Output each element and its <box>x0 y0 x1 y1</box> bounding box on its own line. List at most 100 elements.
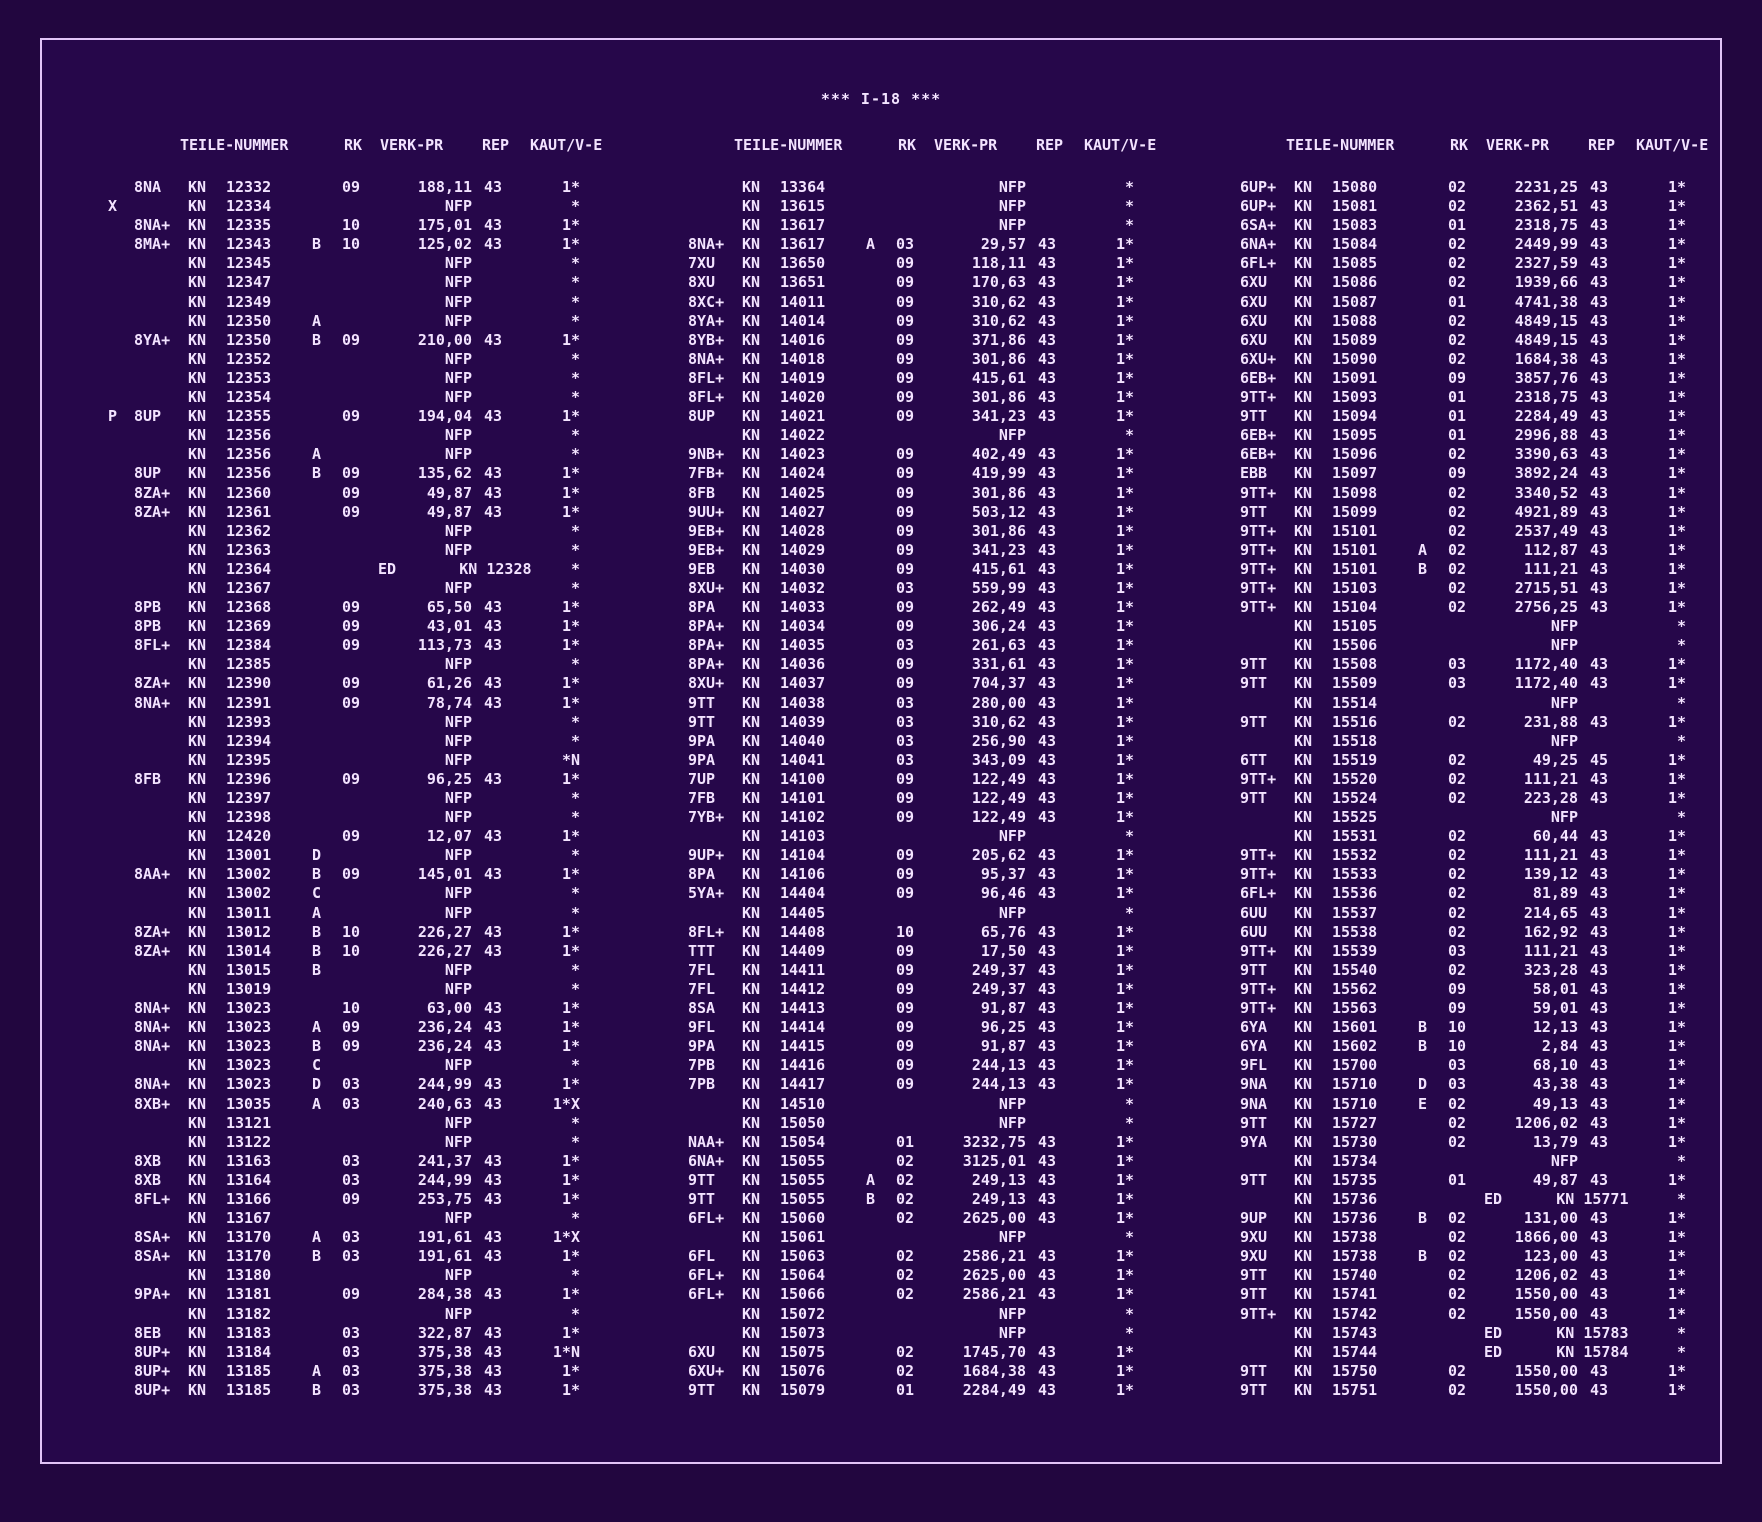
kaut-value: 1* <box>1667 311 1686 330</box>
table-row: 8XB KN 13164 03 244,99 43 1* <box>64 1171 596 1190</box>
rep-value: 43 <box>1590 712 1609 731</box>
sale-price: 205,62 <box>971 846 1026 865</box>
model-prefix: 8FL+ <box>134 636 171 655</box>
sale-price: NFP <box>444 254 472 273</box>
part-number: 12350 <box>226 311 272 330</box>
part-number: 15539 <box>1332 941 1378 960</box>
rk-value: 03 <box>896 235 915 254</box>
rk-value: 09 <box>342 636 361 655</box>
kaut-value: 1* <box>561 827 580 846</box>
part-number: 13023 <box>226 999 272 1018</box>
table-row: 9TT+ KN 15532 02 111,21 43 1* <box>1170 846 1702 865</box>
rk-value: 02 <box>896 1189 915 1208</box>
sale-price: 2327,59 <box>1514 254 1578 273</box>
model-prefix: 6FL+ <box>688 1285 725 1304</box>
sale-price: 12,13 <box>1532 1018 1578 1037</box>
part-number: 12395 <box>226 750 272 769</box>
kaut-value: *N <box>561 750 580 769</box>
model-prefix: 9XU <box>1240 1228 1268 1247</box>
part-number: 12397 <box>226 789 272 807</box>
part-number: 15540 <box>1332 960 1378 979</box>
sale-price: 96,46 <box>980 884 1026 903</box>
sale-price: 371,86 <box>971 330 1026 349</box>
rk-value: 02 <box>1448 827 1467 846</box>
kaut-value: 1* <box>1115 330 1134 349</box>
model-prefix: 9TT+ <box>1240 999 1277 1018</box>
table-row: KN 12350 A NFP * <box>64 312 596 331</box>
sale-price: NFP <box>444 884 472 903</box>
part-number: 15090 <box>1332 349 1378 368</box>
sale-price: 244,13 <box>971 1075 1026 1094</box>
table-row: KN 15514 NFP * <box>1170 694 1702 713</box>
sale-price: 1550,00 <box>1514 1361 1578 1380</box>
table-row: 8NA+ KN 13617 A 03 29,57 43 1* <box>618 235 1150 254</box>
table-row: 6UU KN 15537 02 214,65 43 1* <box>1170 904 1702 923</box>
rk-value: 01 <box>1448 1170 1467 1189</box>
part-kn: KN <box>188 999 207 1018</box>
table-row: 9TT KN 15055 B 02 249,13 43 1* <box>618 1190 1150 1209</box>
sale-price: 2,84 <box>1541 1037 1578 1056</box>
part-number: 15101 <box>1332 540 1378 559</box>
part-kn: KN <box>742 483 761 502</box>
sale-price: 301,86 <box>971 483 1026 502</box>
table-row: 9TT KN 15524 02 223,28 43 1* <box>1170 789 1702 808</box>
rk-value: 03 <box>896 578 915 597</box>
model-prefix: 8SA+ <box>134 1247 171 1266</box>
part-kn: KN <box>742 903 761 922</box>
sale-price: 29,57 <box>980 235 1026 254</box>
rep-value: 43 <box>1590 865 1609 884</box>
sale-price: 256,90 <box>971 731 1026 750</box>
table-row: KN 13001 D NFP * <box>64 846 596 865</box>
part-suffix: A <box>312 311 322 330</box>
rep-value: 43 <box>484 1380 503 1399</box>
table-row: 9TT KN 14039 03 310,62 43 1* <box>618 713 1150 732</box>
table-row: 9FL KN 15700 03 68,10 43 1* <box>1170 1056 1702 1075</box>
replacement-ref: ED KN 15783 <box>1484 1323 1629 1342</box>
kaut-value: 1* <box>1667 903 1686 922</box>
model-prefix: 9TT+ <box>1240 941 1277 960</box>
part-suffix: B <box>1418 559 1428 578</box>
part-kn: KN <box>742 922 761 941</box>
table-row: KN 12420 09 12,07 43 1* <box>64 827 596 846</box>
table-row: KN 15525 NFP * <box>1170 808 1702 827</box>
table-row: 8ZA+ KN 12390 09 61,26 43 1* <box>64 674 596 693</box>
model-prefix: 9PA <box>688 750 716 769</box>
table-row: 8SA KN 14413 09 91,87 43 1* <box>618 999 1150 1018</box>
sale-price: 2318,75 <box>1514 216 1578 235</box>
rep-value: 43 <box>1590 368 1609 387</box>
table-row: KN 15050 NFP * <box>618 1114 1150 1133</box>
kaut-value: 1* <box>1115 1285 1134 1304</box>
sale-price: 188,11 <box>417 178 472 196</box>
table-row: KN 12397 NFP * <box>64 789 596 808</box>
rk-value: 10 <box>1448 1018 1467 1037</box>
rk-value: 09 <box>342 483 361 502</box>
table-row: 9TT+ KN 15101 A 02 112,87 43 1* <box>1170 541 1702 560</box>
table-row: 9TT KN 15094 01 2284,49 43 1* <box>1170 407 1702 426</box>
table-row: 8ZA+ KN 12361 09 49,87 43 1* <box>64 503 596 522</box>
rep-value: 43 <box>1038 273 1057 292</box>
rk-value: 09 <box>896 617 915 636</box>
part-kn: KN <box>1294 1323 1313 1342</box>
sale-price: 2586,21 <box>962 1247 1026 1266</box>
model-prefix: 8PA+ <box>688 655 725 674</box>
header-verk-pr: VERK-PR <box>1486 136 1550 154</box>
model-prefix: 9TT <box>1240 1285 1268 1304</box>
rk-value: 09 <box>896 865 915 884</box>
table-row: 8XB+ KN 13035 A 03 240,63 43 1*X <box>64 1095 596 1114</box>
part-suffix: B <box>1418 1247 1428 1266</box>
part-number: 12396 <box>226 769 272 788</box>
rep-value: 43 <box>1590 349 1609 368</box>
kaut-value: 1* <box>1667 1285 1686 1304</box>
kaut-value: 1* <box>1667 750 1686 769</box>
rk-value: 01 <box>1448 292 1467 311</box>
part-kn: KN <box>188 884 207 903</box>
kaut-value: 1* <box>1115 598 1134 617</box>
part-number: 12369 <box>226 617 272 636</box>
sale-price: 1206,02 <box>1514 1113 1578 1132</box>
kaut-value: 1* <box>1667 655 1686 674</box>
rep-value: 43 <box>1038 598 1057 617</box>
part-number: 14028 <box>780 521 826 540</box>
part-number: 12393 <box>226 712 272 731</box>
part-number: 15700 <box>1332 1056 1378 1075</box>
table-row: 8UP+ KN 13185 A 03 375,38 43 1* <box>64 1362 596 1381</box>
